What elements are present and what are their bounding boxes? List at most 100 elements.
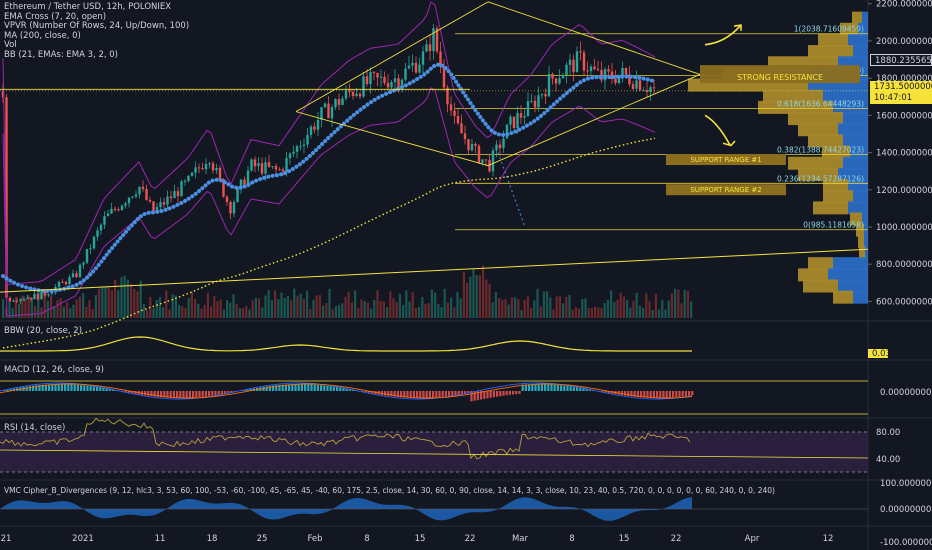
- candle-body: [530, 100, 533, 102]
- indicator-vpvr[interactable]: VPVR (Number Of Rows, 24, Up/Down, 100): [4, 21, 190, 32]
- macd-histogram-bar: [265, 386, 268, 391]
- candle-body: [610, 71, 614, 79]
- volume-bar: [162, 307, 165, 318]
- macd-histogram-bar: [496, 391, 499, 397]
- macd-histogram-bar: [102, 387, 105, 391]
- macd-histogram-bar: [249, 389, 252, 391]
- candle-body: [218, 167, 222, 180]
- volume-bar: [187, 298, 190, 318]
- volume-bar: [213, 296, 216, 318]
- volume-bar: [600, 307, 603, 318]
- vpvr-bar-down: [864, 223, 868, 237]
- indicator-bb[interactable]: BB (21, EMAs: EMA 3, 2, 0): [4, 49, 118, 60]
- volume-bar: [590, 308, 593, 318]
- indicator-ema-cross[interactable]: EMA Cross (7, 20, open): [4, 11, 107, 22]
- candle-body: [281, 169, 285, 172]
- vpvr-bar-up: [788, 156, 843, 170]
- volume-bar: [299, 293, 302, 318]
- candle-body: [652, 87, 656, 89]
- volume-bar: [568, 295, 571, 318]
- rsi-pane-title[interactable]: RSI (14, close): [4, 423, 66, 433]
- macd-histogram-bar: [441, 391, 444, 397]
- bbw-pane-title[interactable]: BBW (20, close, 2): [4, 326, 83, 336]
- time-tick-label: 25: [257, 534, 268, 544]
- diamond-edge: [487, 1, 701, 75]
- volume-bar: [514, 297, 517, 318]
- volume-bar: [398, 293, 401, 318]
- volume-bar: [546, 291, 549, 318]
- vpvr-bar-up: [763, 89, 823, 103]
- volume-bar: [261, 307, 264, 318]
- macd-histogram-bar: [204, 391, 207, 397]
- candle-body: [561, 75, 565, 79]
- ema-cross-line: [1, 62, 657, 294]
- macd-histogram-bar: [444, 391, 447, 397]
- macd-pane-title[interactable]: MACD (12, 26, close, 9): [4, 365, 104, 375]
- volume-bar: [334, 305, 337, 318]
- volume-bar: [296, 295, 299, 318]
- macd-histogram-bar: [550, 384, 553, 391]
- macd-histogram-bar: [361, 391, 364, 392]
- macd-histogram-bar: [76, 384, 79, 391]
- candle-body: [239, 179, 243, 189]
- candle-body: [418, 64, 421, 73]
- candle-body: [169, 196, 173, 199]
- volume-bar: [632, 300, 635, 318]
- bar-countdown-timer: 10:47:01: [870, 92, 932, 104]
- volume-bar: [120, 277, 123, 318]
- macd-histogram-bar: [268, 386, 271, 391]
- candle-body: [222, 179, 225, 197]
- macd-histogram-bar: [380, 391, 383, 395]
- macd-histogram-bar: [630, 391, 633, 397]
- candle-body: [232, 202, 236, 214]
- macd-histogram-bar: [476, 391, 479, 401]
- price-tick-label: 600.00000000: [876, 297, 932, 307]
- volume-bar: [466, 283, 469, 318]
- macd-histogram-bar: [227, 391, 230, 394]
- volume-bar: [491, 302, 494, 318]
- vpvr-bar-down: [858, 22, 868, 36]
- macd-histogram-bar: [323, 385, 326, 391]
- price-tick-label: 1400.00000000: [876, 149, 932, 159]
- indicator-vol[interactable]: Vol: [4, 40, 17, 51]
- symbol-title[interactable]: Ethereum / Tether USD, 12h, POLONIEX: [4, 2, 172, 12]
- vpvr-bar-up: [798, 268, 828, 282]
- volume-bar: [130, 283, 133, 318]
- volume-bar: [517, 299, 520, 318]
- volume-bar: [424, 303, 427, 318]
- volume-bar: [587, 308, 590, 318]
- vmc-pane-title[interactable]: VMC Cipher_B_Divergences (9, 12, hlc3, 3…: [4, 486, 775, 495]
- macd-histogram-bar: [166, 391, 169, 398]
- candle-body: [649, 87, 652, 92]
- macd-histogram-bar: [291, 384, 294, 391]
- indicator-ma[interactable]: MA (200, close, 0): [4, 30, 81, 41]
- macd-histogram-bar: [336, 387, 339, 391]
- candle-body: [50, 292, 54, 295]
- volume-bar: [21, 295, 24, 318]
- volume-bar: [392, 298, 395, 318]
- macd-histogram-bar: [275, 385, 278, 391]
- candle-body: [481, 159, 484, 163]
- volume-bar: [190, 291, 193, 318]
- candle-body: [411, 62, 414, 66]
- vmc-tick-label: 0.00000000: [880, 505, 931, 515]
- candle-body: [341, 98, 344, 105]
- volume-bar: [24, 299, 27, 318]
- candle-body: [229, 201, 232, 214]
- bollinger-lower-band: [2, 87, 656, 317]
- candle-body: [449, 104, 453, 111]
- macd-histogram-bar: [51, 384, 54, 391]
- volume-bar: [104, 286, 107, 318]
- volume-bar: [210, 306, 213, 318]
- candle-body: [78, 264, 82, 278]
- candle-body: [579, 51, 582, 53]
- macd-histogram-bar: [307, 384, 310, 391]
- macd-histogram-bar: [224, 391, 227, 394]
- macd-histogram-bar: [572, 386, 575, 391]
- volume-bar: [690, 301, 693, 318]
- macd-histogram-bar: [288, 384, 291, 391]
- diamond-edge: [295, 1, 489, 113]
- candle-body: [344, 90, 348, 99]
